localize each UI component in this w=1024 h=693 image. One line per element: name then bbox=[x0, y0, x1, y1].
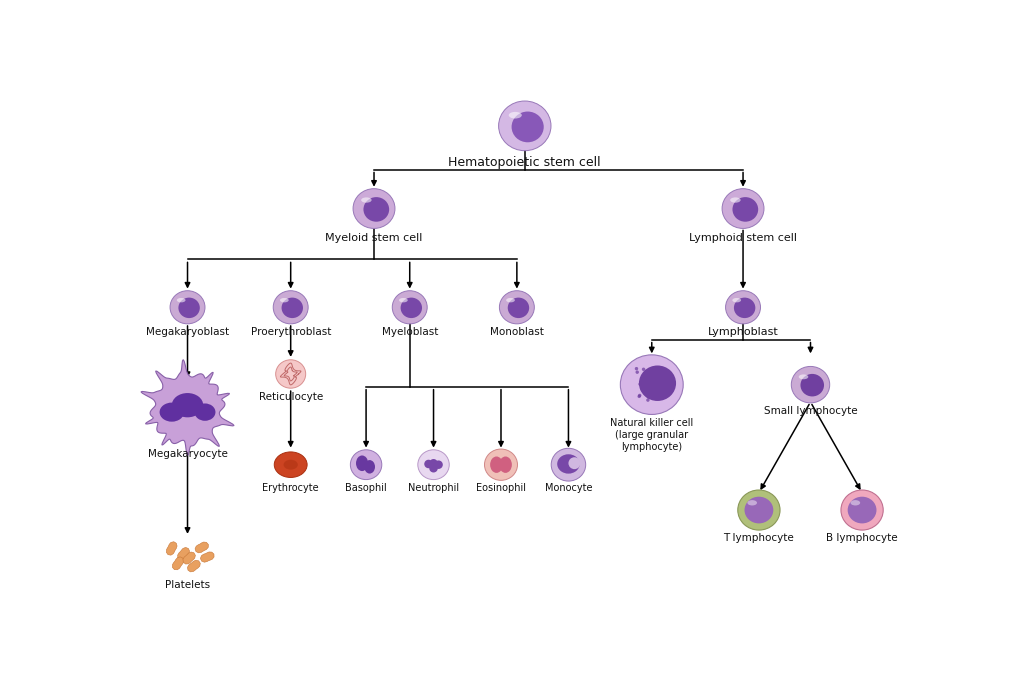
Text: Platelets: Platelets bbox=[165, 581, 210, 590]
Polygon shape bbox=[187, 560, 201, 572]
Ellipse shape bbox=[744, 497, 773, 523]
Text: Myeloid stem cell: Myeloid stem cell bbox=[326, 233, 423, 243]
Text: Small lymphocyte: Small lymphocyte bbox=[764, 406, 857, 416]
Ellipse shape bbox=[643, 374, 647, 376]
Ellipse shape bbox=[400, 297, 422, 318]
Ellipse shape bbox=[509, 112, 522, 119]
Ellipse shape bbox=[801, 374, 824, 396]
Ellipse shape bbox=[640, 382, 644, 385]
Ellipse shape bbox=[274, 452, 307, 477]
Ellipse shape bbox=[638, 395, 641, 398]
Ellipse shape bbox=[639, 365, 676, 401]
Ellipse shape bbox=[177, 298, 185, 302]
Ellipse shape bbox=[792, 367, 829, 403]
Ellipse shape bbox=[434, 460, 442, 469]
Ellipse shape bbox=[551, 448, 586, 481]
Text: Proerythroblast: Proerythroblast bbox=[251, 327, 331, 337]
Polygon shape bbox=[183, 552, 196, 564]
Ellipse shape bbox=[621, 355, 683, 414]
Ellipse shape bbox=[638, 394, 641, 397]
Ellipse shape bbox=[273, 291, 308, 324]
Ellipse shape bbox=[429, 459, 438, 468]
Ellipse shape bbox=[284, 459, 298, 470]
Ellipse shape bbox=[722, 188, 764, 229]
Ellipse shape bbox=[350, 450, 382, 480]
Ellipse shape bbox=[848, 497, 877, 523]
Ellipse shape bbox=[424, 459, 433, 468]
Ellipse shape bbox=[399, 298, 408, 302]
Ellipse shape bbox=[392, 291, 427, 324]
Polygon shape bbox=[195, 542, 208, 553]
Text: Megakaryocyte: Megakaryocyte bbox=[147, 448, 227, 459]
Text: Eosinophil: Eosinophil bbox=[476, 483, 526, 493]
Ellipse shape bbox=[640, 387, 644, 391]
Ellipse shape bbox=[365, 460, 375, 473]
Text: B lymphocyte: B lymphocyte bbox=[826, 534, 898, 543]
Ellipse shape bbox=[280, 298, 289, 302]
Polygon shape bbox=[178, 547, 189, 560]
Ellipse shape bbox=[356, 455, 369, 471]
Ellipse shape bbox=[512, 112, 544, 142]
Ellipse shape bbox=[364, 197, 389, 222]
Ellipse shape bbox=[508, 297, 529, 318]
Polygon shape bbox=[166, 542, 177, 555]
Text: Myeloblast: Myeloblast bbox=[382, 327, 438, 337]
Text: Reticulocyte: Reticulocyte bbox=[259, 392, 323, 403]
Text: Basophil: Basophil bbox=[345, 483, 387, 493]
Text: Lymphoblast: Lymphoblast bbox=[708, 327, 778, 337]
Ellipse shape bbox=[500, 291, 535, 324]
Ellipse shape bbox=[730, 198, 740, 202]
Ellipse shape bbox=[737, 490, 780, 530]
Text: Monoblast: Monoblast bbox=[489, 327, 544, 337]
Ellipse shape bbox=[851, 500, 860, 505]
Ellipse shape bbox=[172, 393, 203, 417]
Ellipse shape bbox=[568, 457, 581, 469]
Ellipse shape bbox=[160, 403, 184, 421]
Polygon shape bbox=[172, 557, 183, 570]
Text: Hematopoietic stem cell: Hematopoietic stem cell bbox=[449, 156, 601, 169]
Ellipse shape bbox=[726, 291, 761, 324]
Polygon shape bbox=[201, 552, 214, 562]
Ellipse shape bbox=[195, 403, 215, 421]
Ellipse shape bbox=[638, 383, 642, 386]
Ellipse shape bbox=[748, 500, 757, 505]
Ellipse shape bbox=[557, 454, 580, 473]
Ellipse shape bbox=[282, 297, 303, 318]
Ellipse shape bbox=[646, 398, 649, 402]
Ellipse shape bbox=[418, 450, 450, 480]
Ellipse shape bbox=[499, 101, 551, 150]
Ellipse shape bbox=[170, 291, 205, 324]
Polygon shape bbox=[141, 360, 234, 455]
Ellipse shape bbox=[506, 298, 515, 302]
Text: Lymphoid stem cell: Lymphoid stem cell bbox=[689, 233, 797, 243]
Ellipse shape bbox=[732, 298, 741, 302]
Ellipse shape bbox=[499, 457, 512, 473]
Ellipse shape bbox=[642, 367, 645, 371]
Text: Neutrophil: Neutrophil bbox=[408, 483, 459, 493]
Ellipse shape bbox=[646, 395, 650, 398]
Ellipse shape bbox=[178, 297, 200, 318]
Text: T lymphocyte: T lymphocyte bbox=[724, 534, 795, 543]
Text: Megakaryoblast: Megakaryoblast bbox=[146, 327, 229, 337]
Ellipse shape bbox=[361, 198, 372, 202]
Ellipse shape bbox=[636, 371, 639, 374]
Ellipse shape bbox=[734, 297, 756, 318]
Text: Natural killer cell
(large granular
lymphocyte): Natural killer cell (large granular lymp… bbox=[610, 419, 693, 452]
Ellipse shape bbox=[484, 449, 517, 480]
Ellipse shape bbox=[490, 457, 503, 473]
Ellipse shape bbox=[643, 390, 646, 394]
Ellipse shape bbox=[635, 367, 638, 370]
Ellipse shape bbox=[732, 197, 758, 222]
Ellipse shape bbox=[646, 376, 650, 379]
Ellipse shape bbox=[799, 374, 808, 379]
Ellipse shape bbox=[651, 393, 654, 396]
Ellipse shape bbox=[353, 188, 395, 229]
Ellipse shape bbox=[275, 360, 306, 388]
Ellipse shape bbox=[649, 380, 652, 383]
Ellipse shape bbox=[841, 490, 884, 530]
Ellipse shape bbox=[429, 464, 438, 473]
Text: Monocyte: Monocyte bbox=[545, 483, 592, 493]
Text: Erythrocyte: Erythrocyte bbox=[262, 483, 319, 493]
